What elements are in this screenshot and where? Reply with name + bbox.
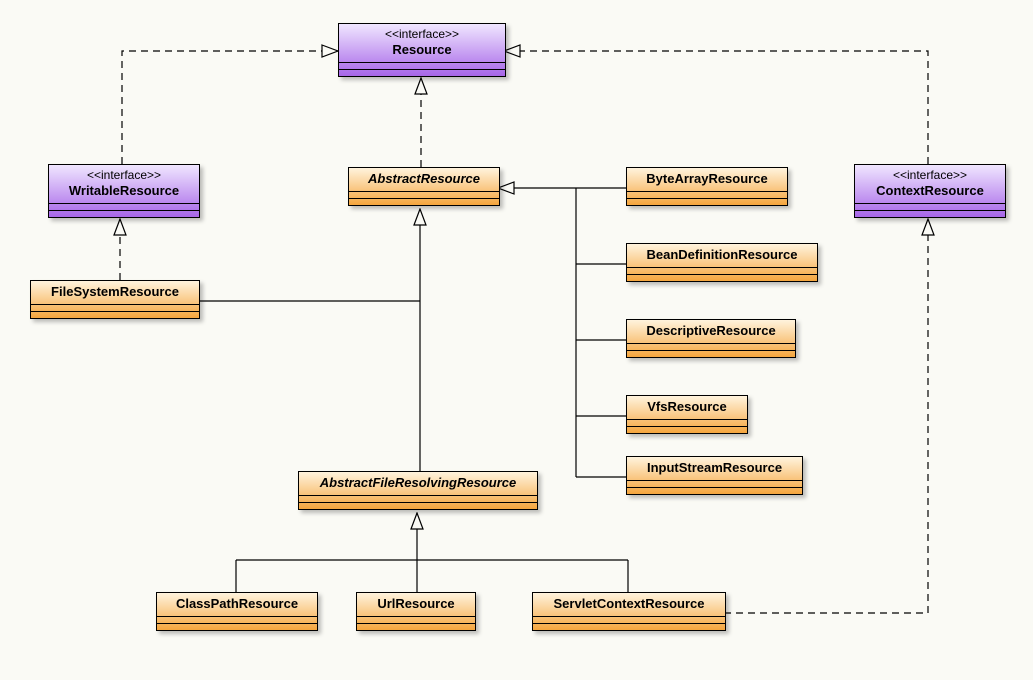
class-name: ServletContextResource	[554, 596, 705, 611]
node-afr-resource: AbstractFileResolvingResource	[298, 471, 538, 510]
class-name: InputStreamResource	[647, 460, 782, 475]
class-name: VfsResource	[647, 399, 726, 414]
node-url-resource: UrlResource	[356, 592, 476, 631]
node-bytearray-resource: ByteArrayResource	[626, 167, 788, 206]
stereotype-label: <<interface>>	[865, 168, 995, 183]
class-name: WritableResource	[69, 183, 179, 198]
edge-context-to-resource	[504, 51, 928, 164]
node-beandefinition-resource: BeanDefinitionResource	[626, 243, 818, 282]
class-name: Resource	[392, 42, 451, 57]
class-name: ByteArrayResource	[646, 171, 767, 186]
node-abstract-resource: AbstractResource	[348, 167, 500, 206]
node-writable-resource: <<interface>> WritableResource	[48, 164, 200, 218]
node-context-resource: <<interface>> ContextResource	[854, 164, 1006, 218]
edge-writable-to-resource	[122, 51, 338, 164]
node-vfs-resource: VfsResource	[626, 395, 748, 434]
node-inputstream-resource: InputStreamResource	[626, 456, 803, 495]
diagram-edges	[0, 0, 1033, 680]
node-descriptive-resource: DescriptiveResource	[626, 319, 796, 358]
stereotype-label: <<interface>>	[59, 168, 189, 183]
node-servletcontext-resource: ServletContextResource	[532, 592, 726, 631]
stereotype-label: <<interface>>	[349, 27, 495, 42]
class-name: BeanDefinitionResource	[647, 247, 798, 262]
class-name: AbstractFileResolvingResource	[320, 475, 517, 490]
class-name: ContextResource	[876, 183, 984, 198]
node-classpath-resource: ClassPathResource	[156, 592, 318, 631]
class-name: DescriptiveResource	[646, 323, 775, 338]
node-resource: <<interface>> Resource	[338, 23, 506, 77]
class-name: UrlResource	[377, 596, 454, 611]
class-name: ClassPathResource	[176, 596, 298, 611]
class-name: FileSystemResource	[51, 284, 179, 299]
class-name: AbstractResource	[368, 171, 480, 186]
node-filesystem-resource: FileSystemResource	[30, 280, 200, 319]
